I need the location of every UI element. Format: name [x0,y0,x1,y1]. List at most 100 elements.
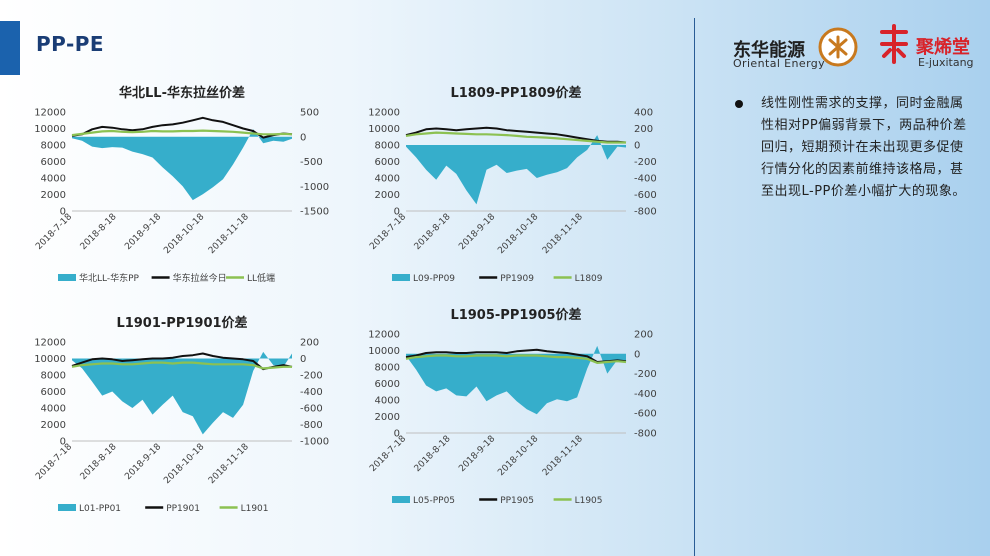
x-axis-tick: 2018-10-18 [496,434,540,478]
bullet-dot-icon [735,100,743,108]
legend-label: L1809 [575,274,603,284]
x-axis-tick: 2018-7-18 [34,212,74,252]
x-axis-tick: 2018-11-18 [207,442,251,486]
left-axis-tick: 8000 [41,371,66,382]
right-axis-tick: 0 [634,141,640,152]
left-axis-tick: 8000 [375,363,400,374]
chart-title: L1809-PP1809价差 [450,85,581,101]
right-axis-tick: -800 [634,207,657,218]
price-line-series [405,126,627,144]
spread-area-series [72,351,292,435]
legend-swatch [58,274,76,281]
left-axis-tick: 4000 [375,174,400,185]
left-axis-tick: 10000 [34,124,66,135]
chart-svg: L1809-PP1809价差02000400060008000100001200… [368,85,657,284]
legend-label: 华东拉丝今日 [173,272,227,284]
left-axis-tick: 0 [394,207,400,218]
right-axis-tick: -600 [300,404,323,415]
left-axis-tick: 0 [60,207,66,218]
left-axis-tick: 12000 [368,108,400,119]
legend-label: L1905 [575,496,603,506]
x-axis-tick: 2018-9-18 [123,442,163,482]
chart-svg: L1905-PP1905价差02000400060008000100001200… [368,307,657,506]
x-axis-tick: 2018-9-18 [457,434,497,474]
chart-title: L1901-PP1901价差 [116,315,247,331]
chart-title: L1905-PP1905价差 [450,307,581,323]
right-axis-tick: -600 [634,190,657,201]
left-axis-tick: 4000 [375,396,400,407]
right-axis-tick: -1500 [300,207,329,218]
right-axis-tick: 0 [300,132,306,143]
legend-label: L09-PP09 [413,274,455,284]
x-axis-tick: 2018-7-18 [368,434,408,474]
x-axis-tick: 2018-9-18 [457,212,497,252]
right-axis-tick: 0 [300,354,306,365]
left-axis-tick: 8000 [375,141,400,152]
x-axis-tick: 2018-10-18 [162,442,206,486]
x-axis-tick: 2018-11-18 [541,434,585,478]
left-axis-tick: 2000 [41,420,66,431]
page-title: PP-PE [36,32,105,56]
left-axis-tick: 0 [394,429,400,440]
juxitang-logo-cn: 聚烯堂 [916,37,970,58]
left-axis-tick: 0 [60,437,66,448]
legend-swatch [392,496,410,503]
x-axis-tick: 2018-10-18 [496,212,540,256]
right-axis-tick: -200 [634,157,657,168]
legend-label: 华北LL-华东PP [79,272,140,284]
legend-label: L01-PP01 [79,504,121,514]
legend-label: L05-PP05 [413,496,455,506]
right-axis-tick: 400 [634,108,653,119]
x-axis-tick: 2018-11-18 [207,212,251,256]
x-axis-tick: 2018-10-18 [162,212,206,256]
left-axis-tick: 12000 [34,108,66,119]
x-axis-tick: 2018-9-18 [123,212,163,252]
legend-label: PP1909 [500,274,534,284]
juxitang-emblem-icon [876,24,912,68]
left-axis-tick: 4000 [41,404,66,415]
right-axis-tick: 0 [634,349,640,360]
x-axis-tick: 2018-7-18 [368,212,408,252]
chart-l1809-pp1809-spread: L1809-PP1809价差 0 2000 4000 6000 8000 10000 1200… [354,78,664,300]
right-axis-tick: -800 [300,420,323,431]
oriental-energy-logo-en: Oriental Energy [733,57,826,70]
x-axis-tick: 2018-8-18 [79,212,119,252]
right-axis-tick: -1000 [300,182,329,193]
left-axis-tick: 12000 [368,330,400,341]
legend-swatch [392,274,410,281]
left-axis-tick: 10000 [34,354,66,365]
oriental-energy-emblem-icon [818,27,858,71]
chart-l1905-pp1905-spread: L1905-PP1905价差 0 2000 4000 6000 8000 10000 1200… [354,300,664,522]
right-axis-tick: -400 [300,387,323,398]
x-axis-tick: 2018-11-18 [541,212,585,256]
right-axis-tick: -200 [634,369,657,380]
left-axis-tick: 10000 [368,346,400,357]
chart-title: 华北LL-华东拉丝价差 [119,85,245,101]
right-axis-tick: -500 [300,157,323,168]
right-axis-tick: -400 [634,174,657,185]
left-axis-tick: 10000 [368,124,400,135]
right-axis-tick: 500 [300,108,319,119]
right-axis-tick: -1000 [300,437,329,448]
right-axis-tick: -200 [300,371,323,382]
oriental-energy-logo-cn: 东华能源 [733,40,805,61]
x-axis-tick: 2018-8-18 [413,212,453,252]
left-axis-tick: 2000 [41,190,66,201]
left-axis-tick: 8000 [41,141,66,152]
right-axis-tick: -600 [634,409,657,420]
right-axis-tick: -400 [634,389,657,400]
vertical-divider [694,18,695,556]
right-axis-tick: 200 [634,330,653,341]
left-axis-tick: 6000 [41,387,66,398]
spread-area-series [406,345,626,415]
legend-label: PP1905 [500,496,534,506]
chart-hb-ll-hd-ls-spread: 华北LL-华东拉丝价差 0 2000 4000 6000 8000 10000 12000 -1… [20,78,330,300]
x-axis-tick: 2018-8-18 [413,434,453,474]
left-axis-tick: 6000 [41,157,66,168]
legend-label: LL低端 [247,272,275,284]
legend-swatch [58,504,76,511]
left-axis-tick: 2000 [375,412,400,423]
price-line-series [405,348,627,363]
right-axis-tick: -800 [634,429,657,440]
analysis-bullet-text: 线性刚性需求的支撑，同时金融属性相对PP偏弱背景下，两品种价差回归，短期预计在未… [761,96,967,199]
